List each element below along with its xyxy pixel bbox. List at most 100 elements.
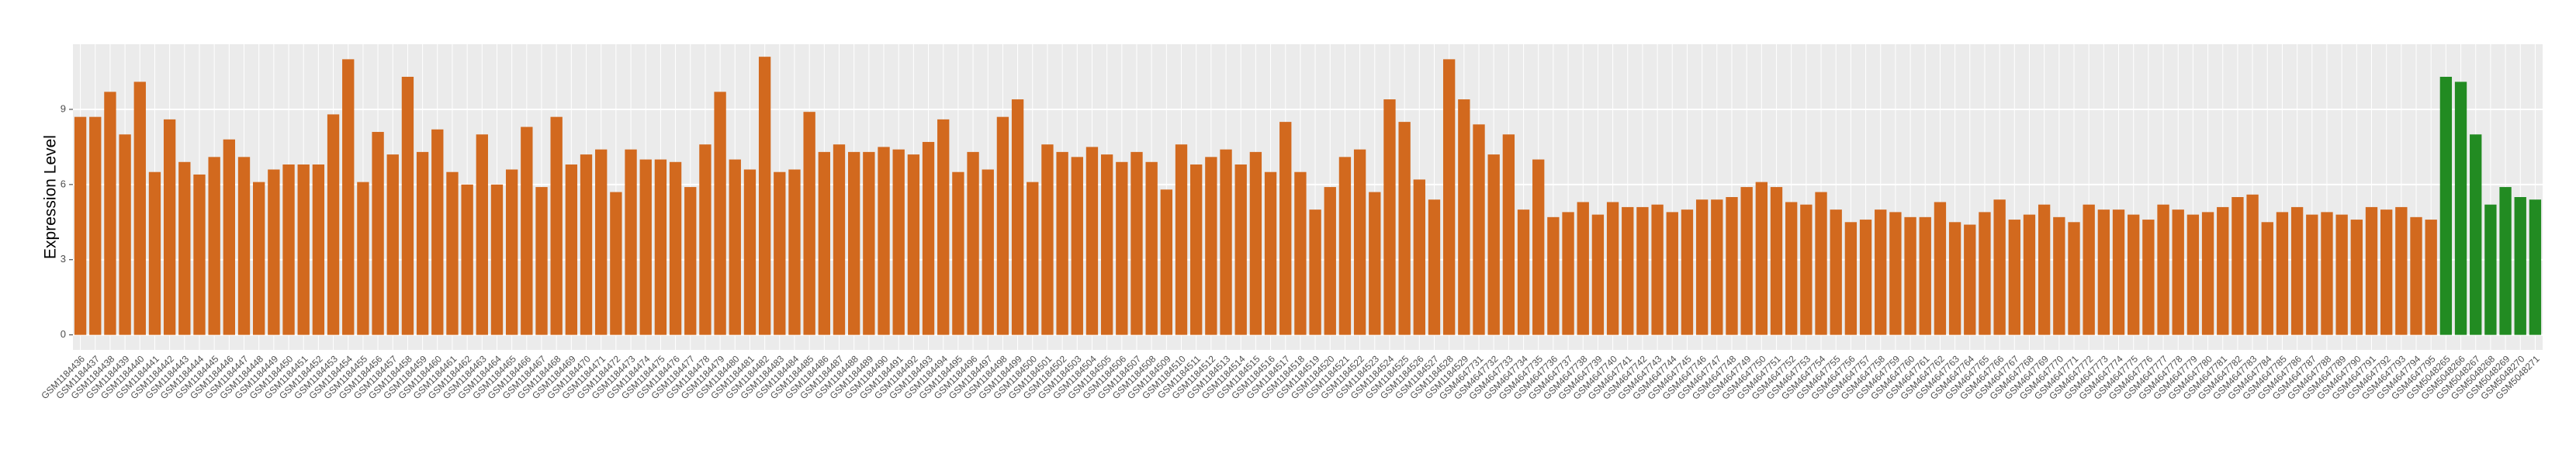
bar: [1875, 209, 1887, 335]
bar: [1487, 154, 1500, 335]
bar: [2410, 216, 2422, 335]
bar: [2350, 220, 2363, 335]
bar: [1740, 187, 1753, 335]
bar: [2246, 194, 2259, 335]
bar: [2395, 206, 2408, 335]
bar: [1577, 202, 1589, 335]
y-tick-label: 6: [61, 178, 66, 189]
bar: [2038, 204, 2051, 335]
bar: [2142, 220, 2155, 335]
bar: [2425, 220, 2437, 335]
bar: [342, 59, 355, 335]
bar: [2439, 76, 2453, 335]
bar: [1175, 144, 1188, 335]
bar: [2083, 204, 2095, 335]
bar: [1681, 209, 1694, 335]
bar: [982, 169, 994, 335]
bar: [297, 164, 310, 335]
bar: [743, 169, 757, 335]
bar: [2053, 216, 2065, 335]
bar: [193, 174, 206, 335]
bar: [1145, 161, 1158, 335]
y-axis-title: Expression Level: [42, 135, 60, 259]
bar: [312, 164, 325, 335]
bar: [1264, 171, 1277, 335]
bar: [2068, 222, 2080, 335]
bar: [565, 164, 578, 335]
bar: [268, 169, 280, 335]
bar: [1056, 151, 1068, 335]
bar: [386, 154, 399, 335]
bar: [1428, 199, 1441, 335]
bar: [654, 159, 667, 335]
bar: [1249, 151, 1262, 335]
bar: [610, 192, 622, 335]
bar: [1160, 189, 1173, 335]
bar: [1695, 199, 1709, 335]
bar: [1502, 134, 1515, 335]
bar: [74, 116, 87, 335]
bar: [208, 157, 220, 335]
bar: [327, 114, 340, 335]
bar: [818, 151, 830, 335]
bar: [774, 171, 786, 335]
bar: [1562, 212, 1574, 335]
bar: [2231, 197, 2244, 335]
bar: [1830, 209, 1842, 335]
bar: [2380, 209, 2393, 335]
bar: [892, 149, 905, 335]
bar: [476, 134, 488, 335]
bar: [1993, 199, 2006, 335]
bar: [2290, 206, 2304, 335]
bar: [1591, 214, 1605, 335]
bar: [2484, 204, 2497, 335]
bar: [1100, 154, 1113, 335]
bar: [1666, 212, 1678, 335]
bar: [1622, 206, 1634, 335]
bar: [1948, 222, 1961, 335]
bar: [1651, 204, 1664, 335]
bar: [788, 169, 801, 335]
bar: [803, 112, 815, 335]
bar: [1027, 182, 1039, 335]
bar: [89, 116, 102, 335]
bar: [967, 151, 979, 335]
bar: [2529, 199, 2542, 335]
bar: [937, 119, 950, 335]
bar: [833, 144, 846, 335]
bar: [1889, 212, 1902, 335]
bar: [625, 149, 637, 335]
y-tick-label: 9: [61, 102, 66, 114]
bar: [2157, 204, 2169, 335]
bar: [2499, 187, 2512, 335]
bar: [1711, 199, 1723, 335]
bar: [2023, 214, 2036, 335]
bar: [253, 182, 265, 335]
bar: [878, 147, 890, 335]
bar: [1979, 212, 1991, 335]
bar: [1532, 159, 1545, 335]
bar: [1413, 179, 1425, 335]
bar: [684, 187, 697, 335]
bar: [1116, 161, 1128, 335]
bar: [2186, 214, 2200, 335]
bar: [1234, 164, 1247, 335]
bar: [2201, 212, 2214, 335]
bar: [669, 161, 682, 335]
bar: [1726, 197, 1738, 335]
bar: [1844, 222, 1858, 335]
bar: [1636, 206, 1649, 335]
bar: [1071, 157, 1083, 335]
bar: [1309, 209, 1321, 335]
bar: [1294, 171, 1307, 335]
bar: [1904, 216, 1916, 335]
bar: [357, 182, 369, 335]
bar: [1324, 187, 1336, 335]
bar: [223, 139, 236, 335]
bar: [237, 157, 251, 335]
bar: [1473, 124, 1485, 335]
bar: [952, 171, 964, 335]
bar: [104, 92, 116, 335]
